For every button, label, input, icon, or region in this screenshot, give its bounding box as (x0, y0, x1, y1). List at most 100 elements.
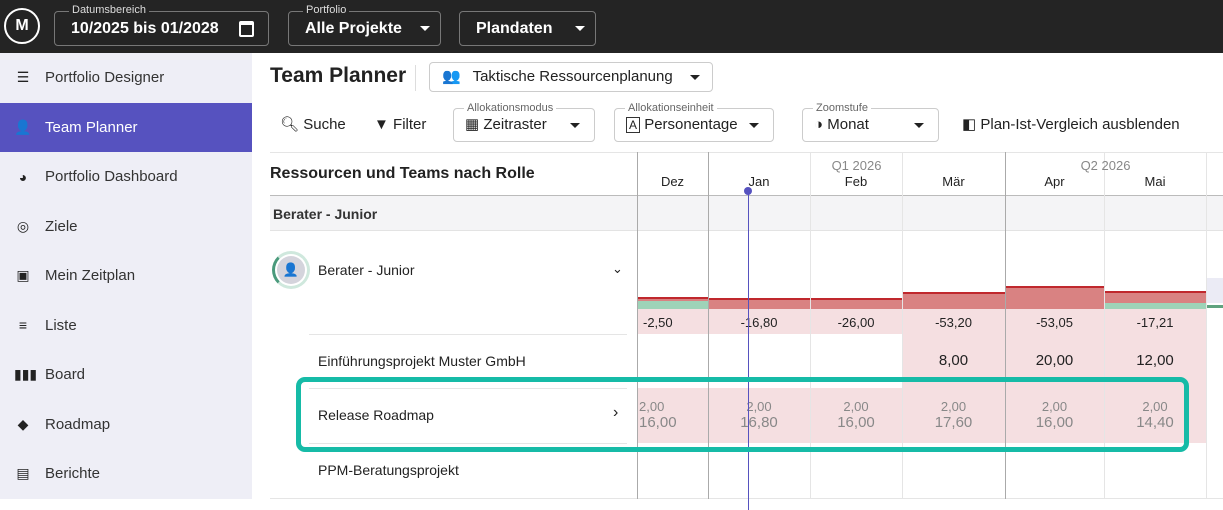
allocation-cell[interactable]: 20,00 (1035, 352, 1074, 369)
sidebar-item-label: Berichte (45, 465, 101, 483)
allocation-planned: 2,00 (940, 399, 967, 414)
caret-down-icon (420, 26, 431, 32)
allocation-cell-bg (1104, 388, 1206, 443)
sidebar-item-portfolio-dashboard[interactable]: ◕ Portfolio Dashboard (0, 152, 252, 202)
project-row[interactable]: Einführungsprojekt Muster GmbH (318, 353, 526, 369)
caret-down-icon (914, 123, 924, 128)
balance-row-bg (637, 309, 1206, 334)
filter-button[interactable]: ▼ Filter (374, 117, 426, 133)
under-allocation-bar (1206, 305, 1223, 308)
calendar-icon (239, 21, 254, 37)
view-value: Taktische Ressourcenplanung (472, 68, 673, 85)
sidebar-item-liste[interactable]: ≡ Liste (0, 301, 252, 351)
sidebar-item-label: Portfolio Dashboard (45, 168, 178, 186)
view-select[interactable]: 👥 Taktische Ressourcenplanung (429, 62, 713, 92)
sidebar-item-label: Mein Zeitplan (45, 267, 136, 285)
people-icon: 👥 (442, 68, 461, 85)
project-name: PPM-Beratungsprojekt (318, 462, 459, 478)
list-icon: ≡ (18, 317, 28, 334)
sidebar-item-label: Ziele (45, 217, 78, 235)
over-allocation-bar (708, 298, 810, 309)
sidebar-item-board[interactable]: ▮▮▮ Board (0, 350, 252, 400)
allocation-total: 16,00 (639, 414, 677, 431)
plan-actual-toggle-button[interactable]: ◧ Plan-Ist-Vergleich ausblenden (962, 117, 1180, 133)
month-header: Feb (844, 174, 868, 189)
plan-actual-label: Plan-Ist-Vergleich ausblenden (980, 116, 1180, 133)
allocation-unit-select[interactable]: Allokationseinheit A Personentage (614, 101, 774, 142)
top-bar: M Datumsbereich 10/2025 bis 01/2028 Port… (0, 0, 1223, 53)
highlight-box (296, 377, 1189, 452)
month-header: Apr (1044, 174, 1065, 189)
column-divider (708, 152, 709, 499)
allocation-cell[interactable]: 12,00 (1136, 352, 1174, 369)
logo[interactable]: M (4, 8, 40, 44)
column-divider (637, 152, 638, 499)
sidebar-item-portfolio-designer[interactable]: ☰ Portfolio Designer (0, 53, 252, 103)
month-header: Dez (660, 174, 685, 189)
sidebar-item-label: Liste (45, 316, 77, 334)
search-icon: 🔍︎ (280, 116, 300, 133)
today-marker (744, 187, 752, 195)
team-planner-grid: Ressourcen und Teams nach Rolle Berater … (270, 152, 1223, 510)
sidebar-item-mein-zeitplan[interactable]: ▣ Mein Zeitplan (0, 251, 252, 301)
portfolio-select[interactable]: Portfolio Alle Projekte (288, 3, 441, 46)
under-allocation-bar (637, 301, 708, 309)
sidebar-item-berichte[interactable]: ▤ Berichte (0, 449, 252, 499)
report-icon: ▤ (16, 465, 30, 482)
chevron-down-icon[interactable]: ⌄ (612, 261, 623, 276)
allocation-planned: 2,00 (746, 399, 772, 414)
chevron-right-icon[interactable]: › (613, 404, 619, 421)
data-source-select[interactable]: Plandaten (459, 11, 596, 46)
allocation-total: 14,40 (1136, 414, 1174, 431)
portfolio-value: Alle Projekte (305, 20, 402, 37)
month-header: Mär (942, 174, 965, 189)
sidebar-item-label: Roadmap (45, 415, 111, 433)
month-header: Mai (1144, 174, 1166, 189)
date-range-picker[interactable]: Datumsbereich 10/2025 bis 01/2028 (54, 3, 269, 46)
zoom-level-select[interactable]: Zoomstufe ◑ Monat (802, 101, 939, 142)
sidebar-item-ziele[interactable]: ◎ Ziele (0, 202, 252, 252)
allocation-mode-select[interactable]: Allokationsmodus ▦ Zeitraster (453, 101, 595, 142)
allocation-total: 16,80 (740, 414, 778, 431)
clock-icon: ◑ (814, 116, 824, 133)
allocation-total: 16,00 (837, 414, 875, 431)
badge-icon: ▣ (16, 267, 30, 284)
allocation-cell[interactable]: 2,00 14,40 (1104, 399, 1206, 431)
over-allocation-bar (810, 298, 902, 309)
date-range-label: Datumsbereich (69, 3, 149, 17)
grid-icon: ▦ (465, 116, 480, 133)
balance-value: -53,20 (935, 315, 972, 330)
letter-a-icon: A (626, 117, 641, 133)
sidebar-item-label: Portfolio Designer (45, 69, 165, 87)
balance-value: -16,80 (740, 315, 778, 330)
project-name: Einführungsprojekt Muster GmbH (318, 353, 526, 369)
allocation-total: 17,60 (934, 414, 973, 431)
allocation-planned: 2,00 (1142, 399, 1168, 414)
sidebar-item-roadmap[interactable]: ◆ Roadmap (0, 400, 252, 450)
person-icon: 👤 (277, 256, 305, 284)
allocation-cell[interactable]: 2,00 16,00 (810, 399, 902, 431)
allocation-cell[interactable]: 8,00 (938, 352, 969, 369)
quarter-header: Q1 2026 (831, 158, 882, 173)
search-button[interactable]: 🔍︎ Suche (280, 117, 346, 133)
sidebar-item-label: Team Planner (45, 118, 138, 136)
roadmap-icon: ◆ (17, 415, 29, 432)
zoom-level-value: Monat (827, 116, 869, 133)
allocation-total: 16,00 (1035, 414, 1074, 431)
sidebar: ☰ Portfolio Designer 👤 Team Planner ◕ Portf… (0, 53, 252, 499)
under-allocation-bar (1104, 303, 1206, 309)
resource-row[interactable]: 👤 Berater - Junior ⌄ (270, 231, 637, 334)
allocation-mode-label: Allokationsmodus (464, 101, 557, 115)
zoom-level-label: Zoomstufe (813, 101, 871, 115)
allocation-cell[interactable]: 2,00 16,00 (637, 399, 708, 431)
allocation-cell[interactable]: 2,00 17,60 (902, 399, 1005, 431)
search-label: Suche (303, 116, 346, 133)
allocation-cell[interactable]: 2,00 16,00 (1005, 399, 1104, 431)
group-row: Berater - Junior (270, 196, 1223, 231)
project-row[interactable]: PPM-Beratungsprojekt (318, 462, 459, 478)
caret-down-icon (570, 123, 580, 128)
column-divider (1104, 152, 1105, 499)
sidebar-item-team-planner[interactable]: 👤 Team Planner (0, 102, 252, 152)
project-row[interactable]: Release Roadmap (318, 407, 434, 423)
allocation-cell[interactable]: 2,00 16,80 (708, 399, 810, 431)
